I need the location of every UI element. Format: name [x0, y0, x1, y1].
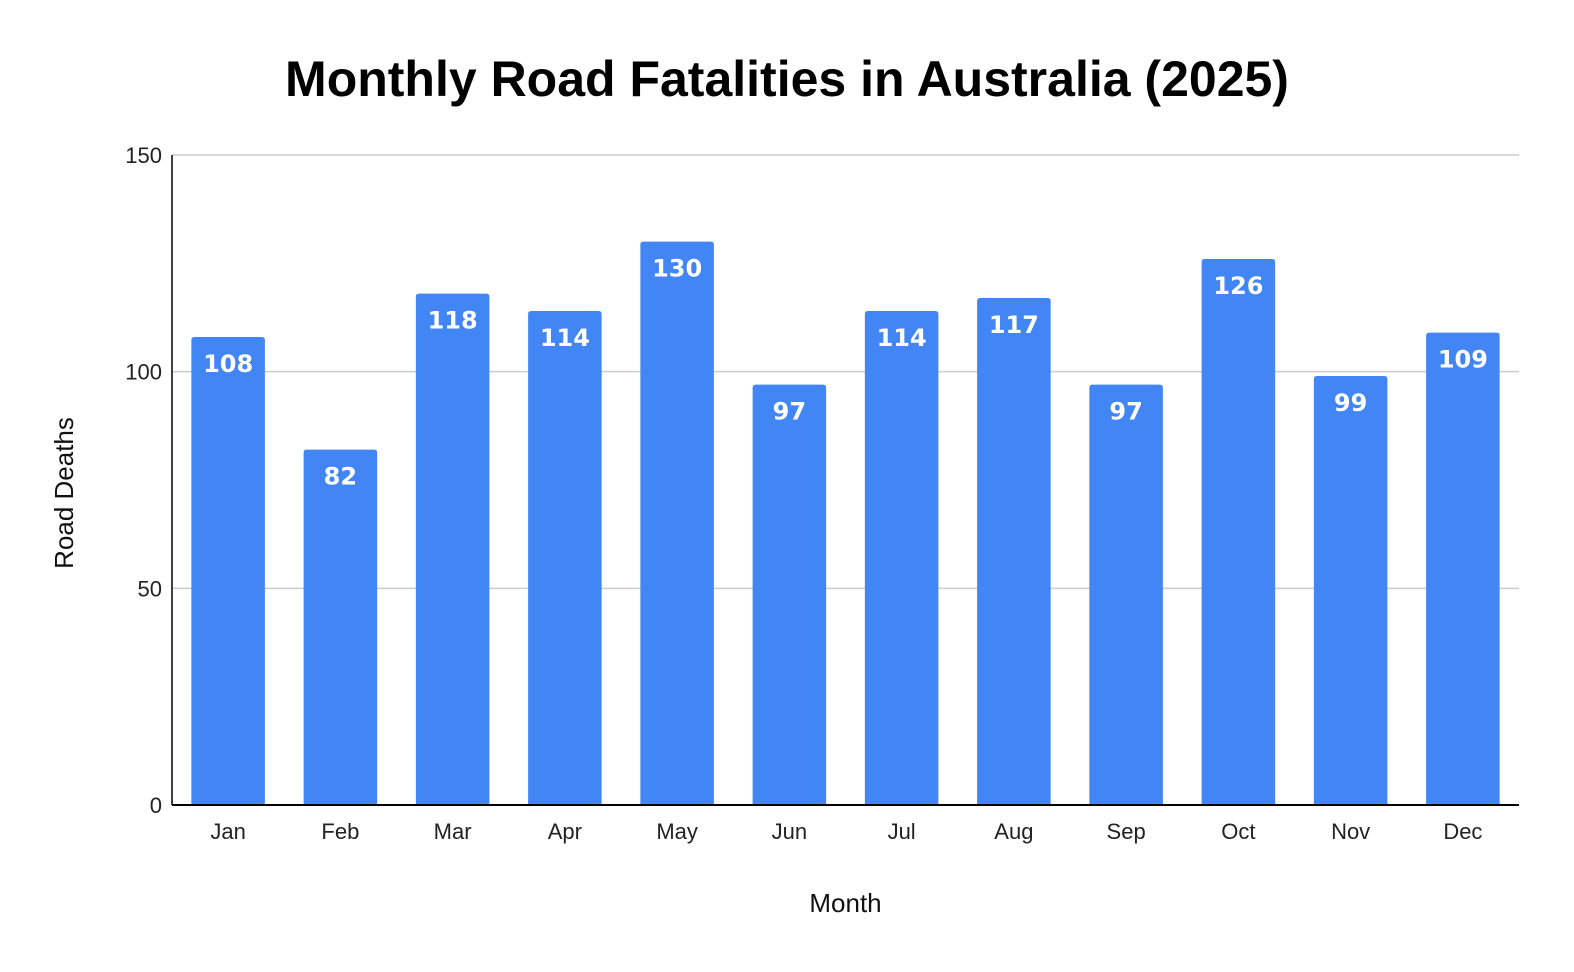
data-label-jan: 108 — [203, 350, 253, 378]
x-axis-title: Month — [809, 888, 881, 918]
gridlines — [172, 154, 1519, 590]
data-label-sep: 97 — [1109, 398, 1142, 426]
x-tick-labels: Jan Feb Mar Apr May Jun Jul Aug Sep Oct Nov Dec — [210, 819, 1482, 844]
bar-nov — [1313, 376, 1388, 805]
x-tick-label-aug: Aug — [994, 819, 1033, 844]
bar-sep — [1089, 384, 1163, 805]
data-label-aug: 117 — [989, 311, 1039, 339]
data-labels: 108 82 118 114 130 97 114 117 97 126 99 109 — [203, 255, 1488, 491]
x-tick-label-oct: Oct — [1221, 819, 1255, 844]
x-tick-label-jul: Jul — [888, 819, 916, 844]
y-tick-label: 50 — [138, 576, 162, 601]
x-tick-label-mar: Mar — [434, 819, 472, 844]
bar-aug — [977, 298, 1051, 805]
bar-oct — [1201, 259, 1276, 805]
data-label-may: 130 — [652, 255, 702, 283]
data-label-apr: 114 — [540, 324, 590, 352]
bar-jun — [752, 384, 827, 805]
y-tick-label: 0 — [150, 793, 162, 818]
x-tick-label-nov: Nov — [1331, 819, 1370, 844]
x-tick-label-jun: Jun — [772, 819, 807, 844]
bars — [191, 241, 1500, 805]
x-tick-label-apr: Apr — [548, 819, 582, 844]
bar-jul — [864, 311, 939, 805]
y-tick-label: 150 — [125, 143, 162, 168]
bar-dec — [1426, 332, 1500, 805]
bar-apr — [528, 311, 602, 805]
x-tick-label-feb: Feb — [321, 819, 359, 844]
bar-feb — [303, 449, 378, 805]
y-tick-label: 100 — [125, 360, 162, 385]
data-label-dec: 109 — [1438, 346, 1488, 374]
x-tick-label-may: May — [656, 819, 698, 844]
chart-title: Monthly Road Fatalities in Australia (20… — [285, 51, 1289, 107]
y-axis-title: Road Deaths — [49, 417, 79, 569]
x-tick-label-dec: Dec — [1443, 819, 1482, 844]
data-label-nov: 99 — [1334, 389, 1367, 417]
data-label-feb: 82 — [324, 463, 357, 491]
data-label-oct: 126 — [1213, 272, 1263, 300]
bar-may — [640, 241, 714, 805]
x-tick-label-sep: Sep — [1107, 819, 1146, 844]
data-label-jul: 114 — [877, 324, 927, 352]
axes — [171, 155, 1519, 806]
data-label-mar: 118 — [428, 307, 478, 335]
bar-jan — [191, 337, 265, 805]
data-label-jun: 97 — [773, 398, 806, 426]
x-tick-label-jan: Jan — [210, 819, 245, 844]
bar-mar — [415, 293, 490, 805]
y-tick-labels: 0 50 100 150 — [125, 143, 162, 818]
